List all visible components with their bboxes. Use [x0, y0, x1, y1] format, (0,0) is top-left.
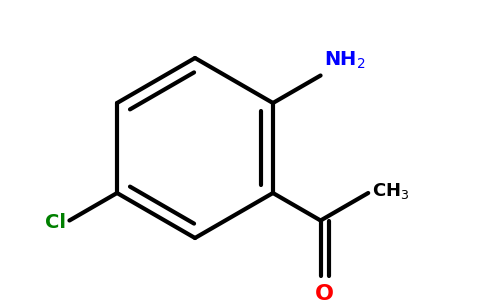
Text: O: O [315, 284, 334, 300]
Text: Cl: Cl [45, 213, 66, 232]
Text: NH$_2$: NH$_2$ [324, 50, 365, 71]
Text: CH$_3$: CH$_3$ [372, 181, 409, 201]
